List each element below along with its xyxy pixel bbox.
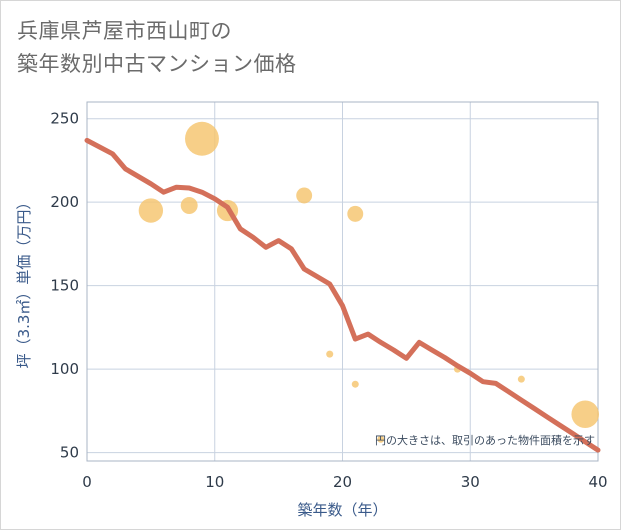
bubble-point [571,400,600,429]
y-tick-label: 250 [50,110,79,128]
chart-title: 兵庫県芦屋市西山町の 築年数別中古マンション価格 [17,15,297,81]
bubble-point [180,197,198,215]
x-tick-label: 10 [205,473,224,491]
y-tick-labels: 50 100 150 200 250 [50,110,79,462]
chart-title-line-1: 兵庫県芦屋市西山町の [17,19,232,43]
x-tick-label: 0 [82,473,92,491]
y-tick-label: 100 [50,360,79,378]
trend-line [84,137,601,453]
bubble-point [326,350,334,358]
x-tick-label: 40 [588,473,607,491]
y-tick-label: 50 [60,444,79,462]
y-tick-label: 150 [50,277,79,295]
grid [87,102,598,461]
bubble-point [347,205,364,222]
x-tick-label: 30 [461,473,480,491]
bubble-point [138,198,164,223]
bubble-point [185,121,219,156]
bubble-layer [138,121,600,443]
bubble-point [377,435,385,443]
y-axis-label: 坪（3.3㎡）単価（万円） [15,195,33,369]
bubble-point [296,187,313,204]
y-tick-label: 200 [50,193,79,211]
bubble-size-note: 円の大きさは、取引のあった物件面積を示す [375,433,595,447]
chart-title-line-2: 築年数別中古マンション価格 [17,52,297,76]
bubble-point [351,380,359,388]
x-tick-labels: 0 10 20 30 40 [82,473,607,491]
x-axis-label: 築年数（年） [297,501,387,519]
bubble-point [517,375,525,383]
plot-frame [86,101,599,462]
x-tick-label: 20 [333,473,352,491]
